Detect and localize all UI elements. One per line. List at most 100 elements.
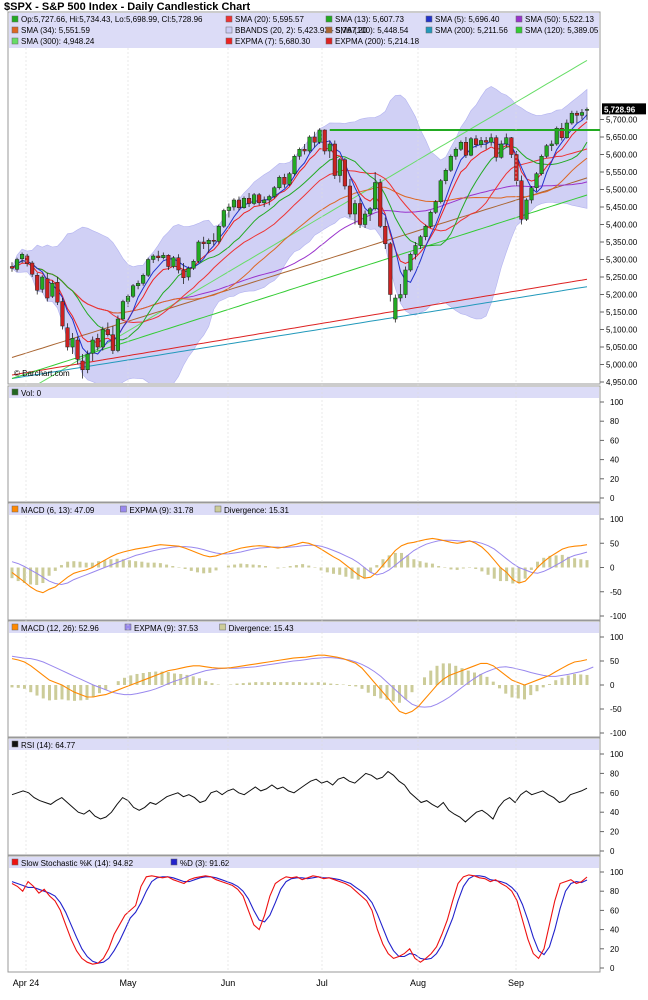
candle-body (327, 143, 332, 152)
legend-swatch (325, 15, 333, 23)
macd1-divergence-bar (542, 557, 546, 568)
macd2-divergence-bar (54, 685, 58, 700)
macd1-divergence-bar (134, 561, 138, 568)
candle-body (378, 182, 383, 227)
expma7-line (11, 121, 588, 344)
macd2-divergence-bar (166, 672, 170, 685)
macd2-divergence-bar (529, 685, 533, 696)
price-y-tick-label: 5,500.00 (606, 186, 638, 195)
macd1-divergence-bar (288, 566, 292, 568)
macd1-divergence-bar (573, 558, 577, 568)
macd1-divergence-bar (498, 567, 502, 582)
sma300-line (38, 59, 588, 383)
candle-body (342, 159, 347, 187)
candle-body (277, 177, 282, 188)
macd1-divergence-bar (375, 565, 379, 568)
candle-body (45, 278, 50, 299)
candle-body (363, 213, 368, 225)
macd2-divergence-bar (535, 685, 539, 692)
macd2-divergence-bar (260, 682, 264, 685)
candle-body (534, 173, 539, 188)
candle-body (40, 276, 45, 290)
candle-body (468, 138, 474, 156)
candle-body (312, 136, 317, 143)
macd2-divergence-bar (279, 682, 283, 685)
candle-body (373, 182, 378, 209)
macd1-divergence-bar (529, 567, 533, 570)
macd1-y-tick-label: 100 (610, 515, 624, 524)
macd1-legend-text: Divergence: 15.31 (224, 506, 289, 515)
candle-body (388, 243, 393, 295)
candle-body (519, 180, 524, 220)
macd1-divergence-bar (208, 567, 212, 573)
macd2-y-tick-label: -100 (610, 729, 627, 738)
macd1-divergence-bar (449, 567, 453, 570)
macd2-divergence-bar (154, 671, 158, 685)
candle-body (146, 259, 151, 276)
candle-body (35, 275, 40, 291)
macd1-divergence-bar (84, 562, 88, 568)
macd2-divergence-bar (160, 671, 164, 685)
macd1-divergence-bar (257, 565, 261, 568)
candle-body (25, 255, 30, 264)
legend-swatch (225, 15, 233, 23)
macd1-y-tick-label: -100 (610, 612, 627, 621)
price-y-tick-label: 5,150.00 (606, 308, 638, 317)
price-legend-text: EXPMA (7): 5,680.30 (235, 37, 311, 46)
macd1-divergence-bar (486, 567, 490, 575)
candle-body (151, 255, 156, 260)
macd1-divergence-bar (127, 560, 131, 568)
price-legend-text: SMA (200): 5,211.56 (435, 26, 508, 35)
macd2-divergence-bar (41, 685, 45, 699)
price-y-tick-label: 5,200.00 (606, 291, 638, 300)
candle-body (423, 226, 428, 237)
candle-body (272, 187, 277, 197)
price-legend-text: SMA (100): 5,448.54 (335, 26, 409, 35)
volume-legend-bg (9, 387, 599, 398)
price-y-tick-label: 4,950.00 (606, 378, 638, 387)
macd1-divergence-bar (121, 559, 125, 568)
price-legend-text: Op:5,727.66, Hi:5,734.43, Lo:5,698.99, C… (21, 15, 203, 24)
macd2-divergence-bar (104, 685, 108, 690)
macd2-legend-text: MACD (12, 26): 52.96 (21, 624, 99, 633)
macd2-divergence-bar (460, 668, 464, 685)
candle-body (443, 170, 448, 181)
candle-body (115, 318, 120, 351)
macd2-y-tick-label: 50 (610, 657, 619, 666)
macd2-panel (7, 620, 601, 738)
macd2-divergence-bar (235, 683, 239, 685)
candle-body (75, 339, 80, 360)
macd1-divergence-bar (301, 564, 305, 568)
candle-body (579, 112, 585, 116)
macd2-divergence-bar (448, 663, 451, 685)
macd2-divergence-bar (16, 685, 20, 688)
macd1-divergence-bar (245, 564, 249, 568)
macd2-divergence-bar (560, 677, 564, 685)
candle-body (196, 241, 201, 262)
macd1-divergence-bar (195, 567, 199, 573)
macd2-divergence-bar (454, 665, 458, 685)
candle-body (549, 143, 554, 146)
macd2-divergence-bar (91, 685, 95, 697)
legend-swatch (325, 26, 333, 34)
stoch-legend-swatch (170, 858, 178, 866)
macd2-divergence-bar (198, 678, 201, 685)
x-axis-label: Aug (410, 978, 426, 988)
macd1-legend-text: MACD (6, 13): 47.09 (21, 506, 95, 515)
candle-body (216, 226, 221, 242)
macd2-divergence-bar (329, 683, 333, 685)
macd2-divergence-bar (491, 681, 495, 685)
candle-body (499, 143, 504, 158)
candle-body (297, 149, 302, 157)
macd2-divergence-bar (373, 685, 376, 697)
candle-body (403, 269, 408, 295)
macd1-divergence-bar (97, 561, 101, 568)
macd1-divergence-bar (511, 567, 515, 584)
legend-swatch (425, 15, 433, 23)
macd1-divergence-bar (474, 567, 478, 569)
rsi-legend-text: RSI (14): 64.77 (21, 741, 76, 750)
macd2-divergence-bar (310, 682, 314, 685)
macd2-divergence-bar (423, 677, 426, 685)
sma20-line (11, 148, 588, 324)
macd2-divergence-bar (391, 685, 395, 702)
